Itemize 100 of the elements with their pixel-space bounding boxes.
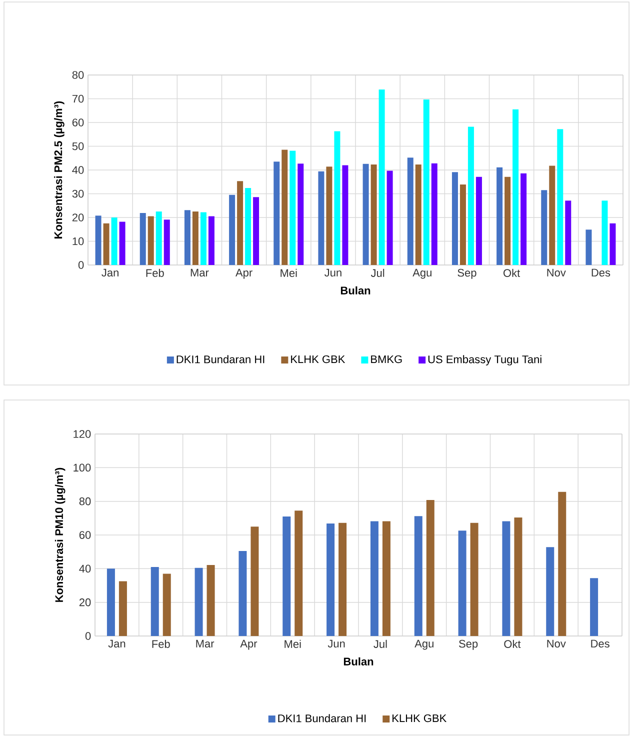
y-axis-title: Konsentrasi PM2.5 (µg/m³) [54,101,64,238]
bar [426,500,434,636]
bar [602,200,608,265]
bar [470,522,478,636]
bar [118,581,127,636]
bar [245,188,252,265]
bar [140,212,146,265]
bar [362,164,369,265]
bar [156,212,162,265]
x-tick-label: Jun [328,640,345,648]
legend-label: DKI1 Bundaran HI [278,714,366,722]
bar [565,200,572,265]
bar [407,158,414,265]
y-tick-label: 40 [79,564,91,573]
y-tick-label: 100 [74,464,91,472]
x-tick-label: Apr [236,268,252,279]
x-tick-label: Feb [146,268,164,277]
y-tick-label: 120 [74,430,91,438]
bar [119,222,126,265]
legend-label: US Embassy Tugu Tani [428,355,542,366]
x-tick-label: Feb [152,640,170,648]
bar [342,165,348,265]
bar [610,223,616,265]
bar [334,131,340,265]
bar [460,184,466,265]
bar [458,530,466,636]
bar [504,176,511,265]
y-tick-label: 80 [79,497,91,506]
x-tick-label: Okt [504,268,520,277]
x-tick-label: Jul [374,640,387,648]
bar [250,526,259,636]
bar [590,578,598,636]
x-tick-label: Jun [324,268,342,277]
y-tick-label: 60 [72,118,84,126]
bar [194,568,203,636]
y-tick-label: 70 [72,94,84,103]
bar [150,566,159,636]
bar [106,568,115,636]
legend-label: KLHK GBK [392,714,447,722]
x-tick-label: Sep [459,640,478,650]
bar [502,521,510,636]
x-tick-label: Agu [412,268,432,279]
bar [238,550,247,636]
bar [326,166,332,265]
x-tick-label: Mar [196,640,214,648]
bar [298,164,304,265]
x-tick-label: Sep [458,268,476,279]
y-tick-label: 30 [72,190,84,198]
bar [253,197,260,265]
bar [520,173,527,265]
x-tick-label: Jan [108,640,126,648]
bar [274,162,280,265]
bar [546,547,554,636]
bar [148,216,154,265]
x-tick-label: Nov [547,640,566,648]
x-tick-label: Mei [284,640,301,648]
y-axis-title: Konsentrasi PM10 (µg/m³) [54,468,66,602]
y-tick-label: 80 [72,71,84,79]
x-tick-label: Jul [370,268,384,277]
bar [294,510,303,636]
bar [468,126,474,265]
bar [414,516,422,636]
y-tick-label: 0 [78,261,84,269]
y-tick-label: 0 [85,632,91,640]
bar [558,492,566,636]
legend-label: BMKG [371,355,402,364]
bar [184,210,190,265]
legend-label: KLHK GBK [291,355,346,364]
x-tick-label: Mar [190,268,209,277]
bar [431,163,438,265]
bar [423,99,430,265]
bar [192,212,198,265]
bar [229,194,236,265]
bar [164,220,170,265]
bar [338,522,347,636]
y-tick-label: 60 [79,531,91,539]
y-tick-label: 50 [72,142,84,150]
legend-label: DKI1 Bundaran HI [176,355,264,364]
bar [326,524,335,636]
x-tick-label: Nov [547,268,566,277]
bar [95,216,102,265]
bar [549,166,556,265]
bar [111,217,118,265]
x-tick-label: Apr [240,640,258,650]
bar [476,176,482,265]
bar [208,216,214,265]
bar [452,172,458,265]
bar [370,521,378,636]
bar [378,89,385,265]
bar [282,150,288,265]
x-tick-label: Jan [102,268,118,277]
bar [415,164,422,265]
bar [370,164,377,265]
y-tick-label: 20 [72,214,84,222]
x-tick-label: Agu [414,640,434,650]
bar [382,521,390,636]
y-tick-label: 20 [79,598,91,606]
bar [318,171,324,265]
bar [386,170,393,265]
bar [162,574,171,636]
